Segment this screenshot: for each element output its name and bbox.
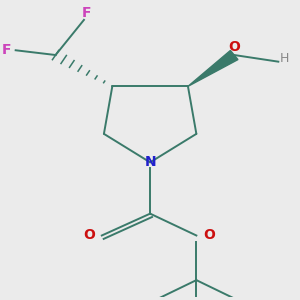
Polygon shape xyxy=(188,50,238,86)
Text: F: F xyxy=(81,6,91,20)
Text: N: N xyxy=(144,155,156,169)
Text: F: F xyxy=(2,43,11,57)
Text: O: O xyxy=(228,40,240,54)
Text: O: O xyxy=(203,229,215,242)
Text: H: H xyxy=(280,52,289,65)
Text: O: O xyxy=(83,229,95,242)
